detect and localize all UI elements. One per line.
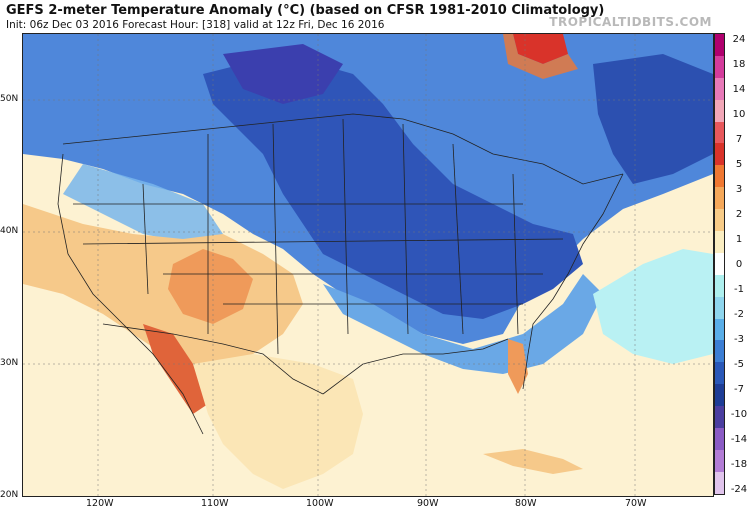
lat-label-30n: 30N — [0, 358, 19, 368]
baja-hot — [143, 324, 208, 414]
colorbar-tick-label: 24 — [732, 34, 746, 45]
lon-label-70w: 70W — [625, 498, 647, 509]
colorbar-tick-label: -10 — [730, 409, 748, 420]
state-line — [272, 123, 279, 355]
colorbar-swatch — [715, 121, 724, 144]
state-line — [452, 143, 464, 335]
colorbar-tick-label: 3 — [735, 184, 743, 195]
atlantic-cool-patch — [593, 249, 713, 364]
lat-label-50n: 50N — [0, 94, 19, 104]
colorbar-tick-label: 2 — [735, 209, 743, 220]
colorbar-swatch — [715, 231, 724, 253]
colorbar-swatch — [715, 340, 724, 363]
colorbar-swatch — [715, 318, 724, 341]
colorbar — [714, 33, 725, 495]
state-line — [82, 238, 564, 245]
brand-watermark: TROPICALTIDBITS.COM — [549, 15, 712, 29]
state-line — [512, 173, 519, 335]
forecast-info: Init: 06z Dec 03 2016 Forecast Hour: [31… — [6, 19, 385, 31]
colorbar-tick-label: -24 — [730, 484, 748, 495]
colorbar-tick-label: 0 — [735, 259, 743, 270]
anomaly-map-svg — [23, 34, 713, 496]
political-boundaries — [57, 113, 624, 435]
colorbar-tick-label: -3 — [734, 334, 744, 345]
deep-cold-core — [203, 54, 583, 319]
colorbar-swatch — [715, 34, 724, 56]
colorbar-swatch — [715, 143, 724, 166]
lon-label-80w: 80W — [515, 498, 537, 509]
colorbar-tick-label: -14 — [730, 434, 748, 445]
moderate-cold-south — [323, 274, 603, 374]
colorbar-swatch — [715, 187, 724, 210]
anomaly-map — [22, 33, 714, 497]
colorbar-swatch — [715, 406, 724, 429]
colorbar-swatch — [715, 55, 724, 78]
colorbar-swatch — [715, 471, 724, 494]
lat-label-40n: 40N — [0, 226, 19, 236]
colorbar-tick-label: -7 — [734, 384, 744, 395]
colorbar-tick-label: 7 — [735, 134, 743, 145]
colorbar-tick-label: 14 — [732, 84, 746, 95]
lon-label-120w: 120W — [86, 498, 114, 509]
extreme-cold-patch — [223, 44, 343, 104]
us-canada-border — [62, 113, 624, 185]
chart-title: GEFS 2-meter Temperature Anomaly (°C) (b… — [6, 3, 605, 18]
colorbar-swatch — [715, 449, 724, 472]
coastline-gulf — [322, 338, 509, 395]
coastline-east — [522, 173, 624, 390]
coastline-west — [57, 153, 204, 435]
colorbar-tick-label: 18 — [732, 59, 746, 70]
colorbar-tick-label: 1 — [735, 234, 743, 245]
southwest-hot-core — [168, 249, 253, 324]
colorbar-tick-label: 5 — [735, 159, 743, 170]
colorbar-swatch — [715, 428, 724, 450]
lat-lon-grid — [23, 34, 713, 496]
mexico-region — [193, 354, 363, 489]
labrador-warm — [513, 34, 568, 64]
colorbar-swatch — [715, 209, 724, 232]
state-line — [142, 183, 149, 295]
colorbar-swatch — [715, 77, 724, 100]
lat-label-20n: 20N — [0, 490, 19, 500]
lon-label-90w: 90W — [417, 498, 439, 509]
colorbar-tick-label: -2 — [734, 309, 744, 320]
colorbar-swatch — [715, 99, 724, 122]
colorbar-tick-label: -1 — [734, 284, 744, 295]
colorbar-swatch — [715, 252, 724, 275]
cuba — [483, 449, 583, 474]
colorbar-swatch — [715, 296, 724, 319]
lon-label-110w: 110W — [201, 498, 229, 509]
colorbar-tick-label: -5 — [734, 359, 744, 370]
colorbar-tick-label: -18 — [730, 459, 748, 470]
state-line — [402, 123, 409, 335]
us-mexico-border — [102, 323, 324, 395]
colorbar-swatch — [715, 384, 724, 407]
northeast-cold — [593, 54, 713, 184]
colorbar-swatch — [715, 165, 724, 188]
colorbar-swatch — [715, 274, 724, 297]
state-line — [342, 118, 349, 335]
labrador-warm-ring — [503, 34, 578, 79]
colorbar-swatch — [715, 362, 724, 385]
florida-warm — [508, 339, 528, 394]
colorbar-tick-label: 10 — [732, 109, 746, 120]
lon-label-100w: 100W — [306, 498, 334, 509]
